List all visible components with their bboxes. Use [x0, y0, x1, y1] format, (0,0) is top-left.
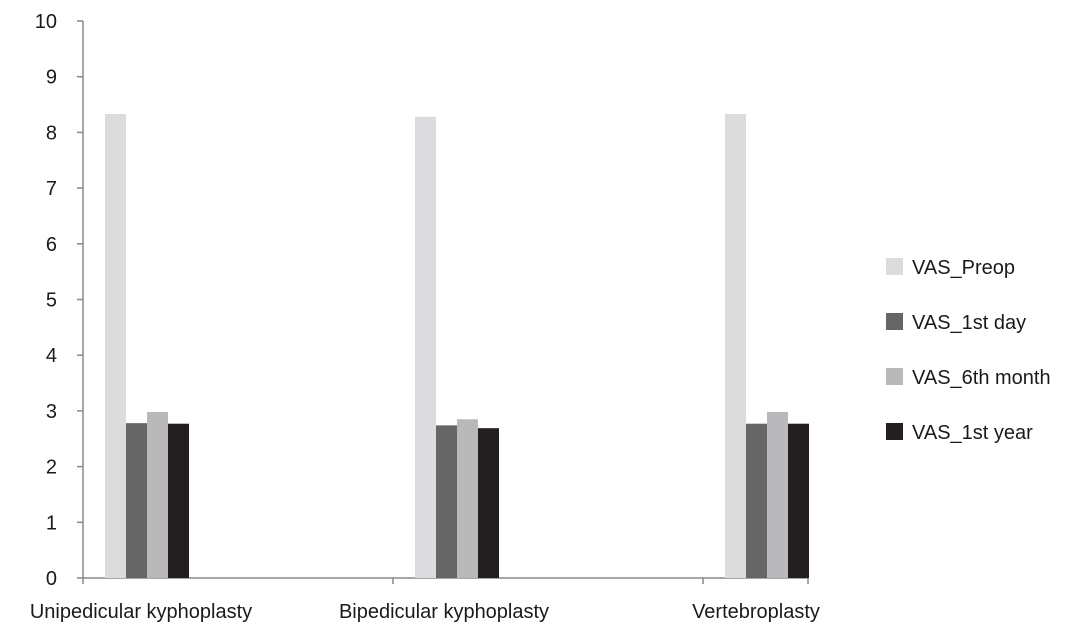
- y-tick-label: 1: [46, 512, 57, 534]
- legend-label: VAS_1st day: [912, 312, 1026, 334]
- bar: [168, 423, 189, 578]
- legend: VAS_Preop VAS_1st day VAS_6th month VAS_1st…: [886, 257, 1051, 444]
- y-tick-label: 8: [46, 122, 57, 144]
- bars: [105, 114, 809, 579]
- y-axis: 0 1 2 3 4 5 6 7 8 9 10: [35, 11, 84, 590]
- legend-label: VAS_6th month: [912, 367, 1051, 389]
- y-tick-label: 10: [35, 11, 57, 33]
- bar: [478, 428, 499, 578]
- x-axis: Unipedicular kyphoplasty Bipedicular kyph…: [30, 577, 820, 623]
- y-tick-label: 6: [46, 234, 57, 256]
- bar: [147, 412, 168, 578]
- x-category-label: Bipedicular kyphoplasty: [339, 601, 549, 623]
- bar: [126, 423, 147, 578]
- y-tick-label: 9: [46, 67, 57, 89]
- legend-label: VAS_Preop: [912, 257, 1015, 279]
- y-tick-label: 3: [46, 401, 57, 423]
- bar: [415, 116, 436, 578]
- legend-swatch: [886, 368, 903, 385]
- y-tick-label: 5: [46, 290, 57, 312]
- bar: [767, 412, 788, 578]
- bar: [725, 114, 746, 579]
- bar: [457, 419, 478, 578]
- legend-swatch: [886, 313, 903, 330]
- y-tick-label: 7: [46, 178, 57, 200]
- y-tick-label: 0: [46, 568, 57, 590]
- y-tick-label: 2: [46, 457, 57, 479]
- x-category-label: Vertebroplasty: [692, 601, 820, 623]
- x-category-label: Unipedicular kyphoplasty: [30, 601, 252, 623]
- legend-label: VAS_1st year: [912, 422, 1033, 444]
- bar: [746, 423, 767, 578]
- legend-swatch: [886, 423, 903, 440]
- y-tick-label: 4: [46, 345, 57, 367]
- bar: [788, 423, 809, 578]
- legend-swatch: [886, 258, 903, 275]
- bar: [436, 425, 457, 578]
- bar: [105, 114, 126, 579]
